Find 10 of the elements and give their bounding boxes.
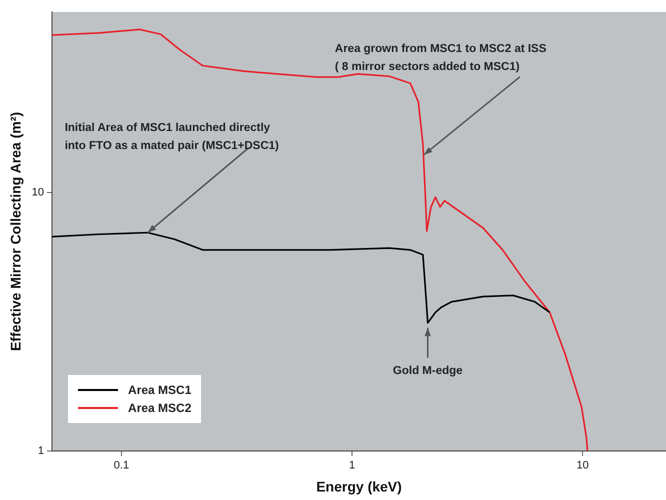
annotation: Initial Area of MSC1 launched directly into FTO as a mated pair (MSC1+DSC1) (64, 120, 279, 154)
annotation: Gold M-edge (392, 364, 463, 379)
annotation: Area grown from MSC1 to MSC2 at ISS ( 8 mirror sectors added to MSC1) (334, 42, 546, 75)
y-axis-title: Effective Mirror Collecting Area (m²) (7, 112, 24, 352)
legend-label: Area MSC1 (128, 383, 192, 397)
x-axis-title: Energy (keV) (316, 478, 402, 494)
legend-label: Area MSC2 (128, 401, 192, 415)
x-tick-label: 10 (576, 460, 589, 472)
x-tick-label: 0.1 (114, 460, 130, 472)
x-tick-label: 1 (348, 460, 356, 472)
